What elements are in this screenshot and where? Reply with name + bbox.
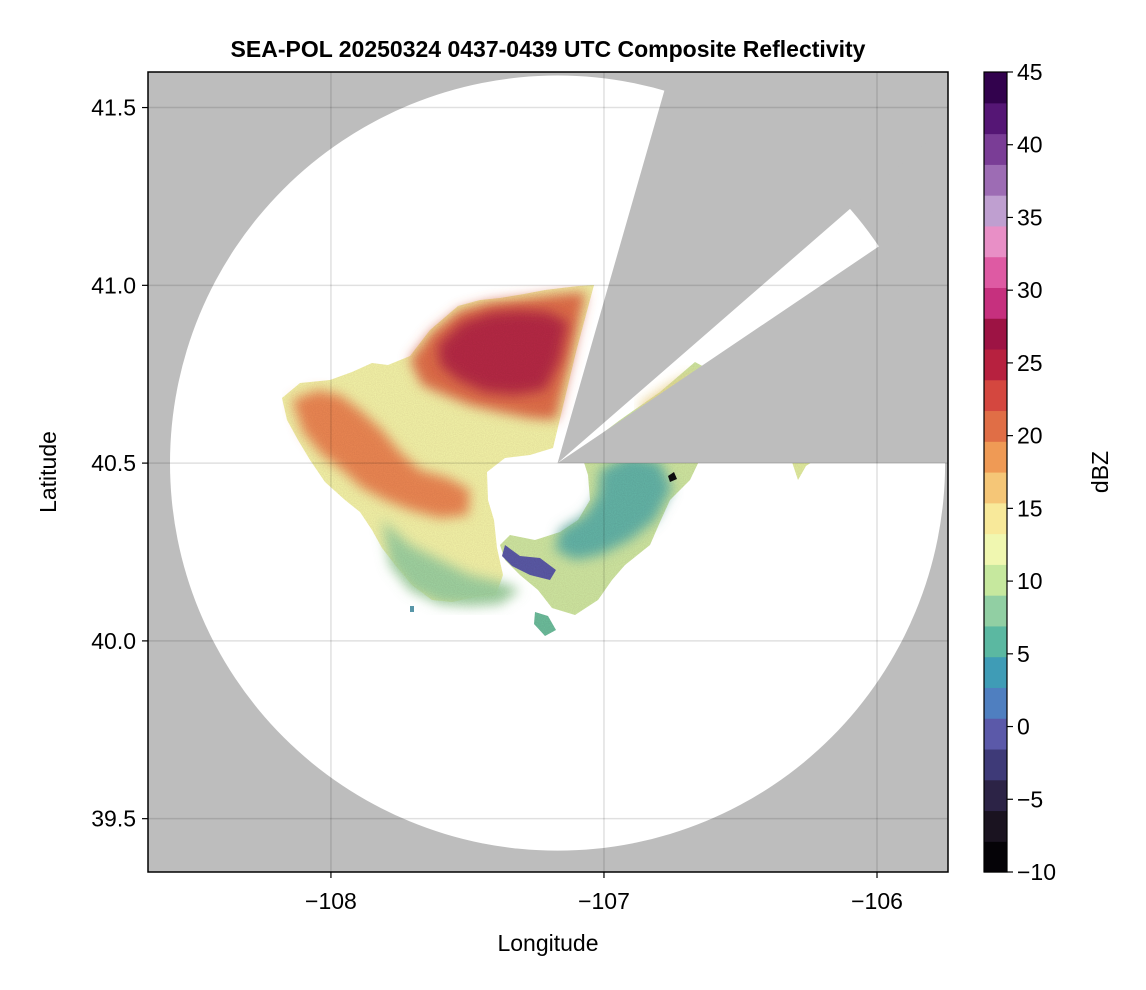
echo-core-dark [438,310,568,395]
colorbar-swatch [984,625,1007,658]
colorbar-tick-label: 15 [1017,495,1043,521]
colorbar-swatch [984,533,1007,565]
blocked-sectors [557,72,948,464]
y-tick-label: 39.5 [91,806,136,832]
colorbar-tick-label: −5 [1017,786,1043,812]
colorbar-swatch [984,164,1007,196]
y-axis-label: Latitude [35,431,61,513]
colorbar-swatch [984,472,1007,504]
chart-title: SEA-POL 20250324 0437-0439 UTC Composite… [231,36,866,62]
x-tick-label: −108 [305,888,357,914]
colorbar-swatch [984,225,1007,258]
y-tick-label: 41.0 [91,272,136,298]
colorbar-swatch [984,779,1007,812]
y-tick-label: 40.5 [91,450,136,476]
colorbar-swatch [984,441,1007,473]
colorbar-swatch [984,502,1007,535]
echo-southeast-teal [555,455,672,560]
colorbar-tick-label: 25 [1017,350,1043,376]
echo-south-tail [534,612,556,636]
echo-speck-2 [668,472,677,482]
colorbar-swatch [984,687,1007,719]
colorbar-tick-label: 30 [1017,277,1043,303]
colorbar-swatch [984,195,1007,227]
colorbar-frame [983,71,1008,873]
colorbar-swatch [984,748,1007,781]
x-axis-label: Longitude [497,930,598,956]
colorbar-swatch [984,256,1007,288]
colorbar-swatch [984,318,1007,350]
plot-frame [147,71,949,873]
colorbar-tick-label: 10 [1017,568,1043,594]
colorbar: −10 −5 0 5 10 15 20 25 30 35 40 45 [983,59,1056,885]
colorbar-swatch [984,287,1007,319]
colorbar-tick-label: 5 [1017,641,1030,667]
y-tick-label: 41.5 [91,95,136,121]
colorbar-swatch [984,348,1007,381]
x-tick-label: −106 [851,888,903,914]
colorbar-swatch [984,656,1007,688]
colorbar-tick-label: 35 [1017,204,1043,230]
colorbar-tick-label: 40 [1017,132,1043,158]
colorbar-swatch [984,133,1007,165]
colorbar-swatch [984,841,1007,873]
colorbar-swatch [984,72,1007,104]
colorbar-label: dBZ [1087,451,1113,493]
colorbar-swatch [984,564,1007,596]
x-tick-label: −107 [578,888,630,914]
colorbar-tick-label: −10 [1017,859,1056,885]
echo-purple-edge [502,545,556,580]
colorbar-swatch [984,718,1007,750]
colorbar-tick-label: 45 [1017,59,1043,85]
colorbar-swatch [984,379,1007,412]
y-axis: 39.5 40.0 40.5 41.0 41.5 [91,95,148,832]
echo-western-orange [292,390,470,518]
colorbar-swatch [984,410,1007,442]
colorbar-swatch [984,810,1007,842]
colorbar-tick-label: 20 [1017,423,1043,449]
y-tick-label: 40.0 [91,628,136,654]
colorbar-swatch [984,595,1007,627]
echo-speck-3 [410,606,414,612]
colorbar-tick-label: 0 [1017,714,1030,740]
grid-lines [148,72,948,872]
x-axis: −108 −107 −106 [305,872,903,914]
colorbar-swatch [984,102,1007,135]
echo-southern-green [382,520,520,606]
